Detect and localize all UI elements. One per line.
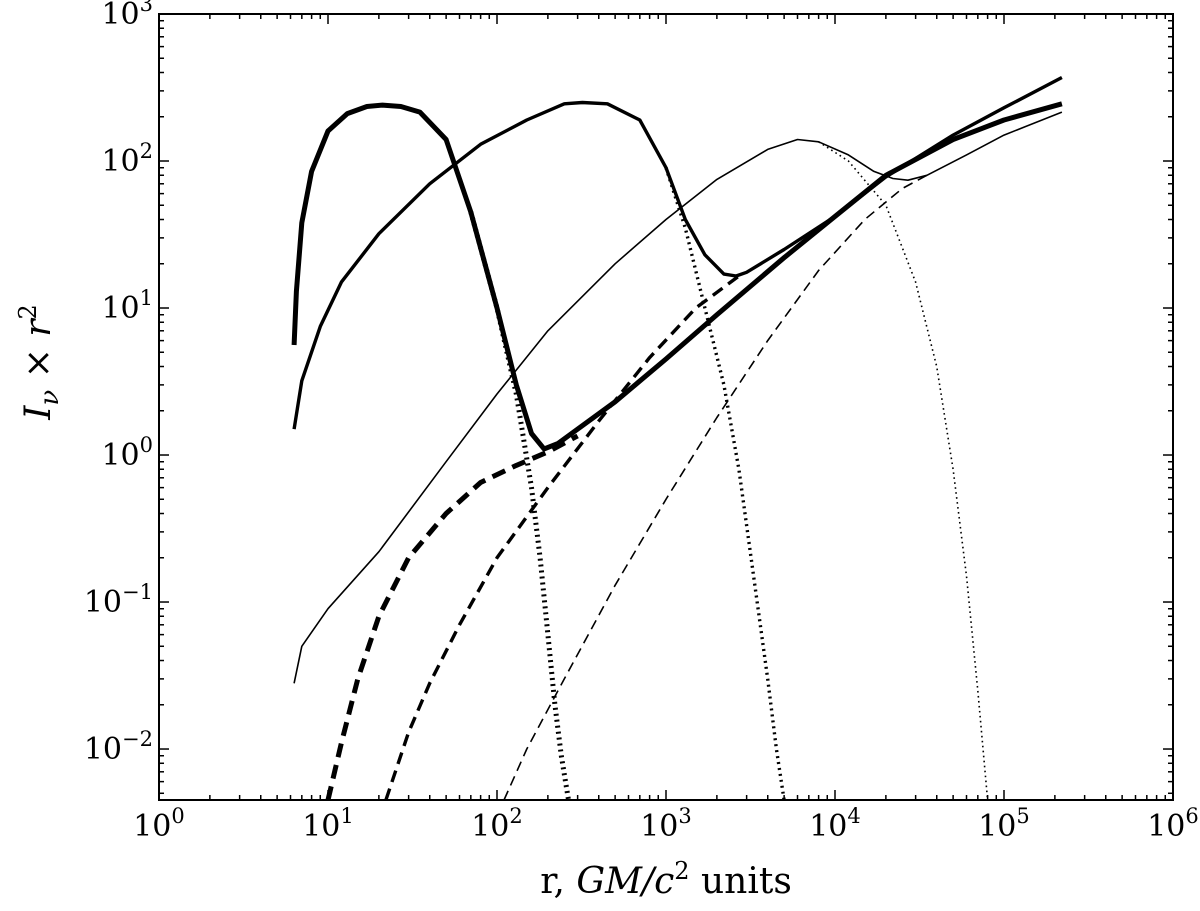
y-axis-label-sup: 2 [14, 304, 42, 319]
x-axis-label-math: GM/c [576, 861, 674, 902]
x-tick-label: 106 [1147, 804, 1199, 844]
y-tick-label: 10−1 [84, 580, 153, 620]
y-axis-label-var: r [18, 318, 59, 337]
x-tick-label: 101 [302, 804, 354, 844]
series-line-6-medium-dashed [384, 274, 740, 801]
series-line-8-thin-dotted [818, 141, 989, 801]
series-layer [291, 75, 1063, 801]
y-tick-label: 101 [101, 286, 153, 326]
y-axis-label: Iν × r2 [14, 304, 65, 421]
x-axis-label-suffix: units [690, 861, 792, 902]
x-tick-label: 100 [133, 804, 185, 844]
x-axis-label-prefix: r, [540, 861, 576, 902]
series-line-3-thick-dashed [325, 433, 579, 801]
x-axis-label-sup: 2 [674, 857, 689, 885]
series-line-2-thick-dotted [468, 211, 571, 801]
x-tick-label: 102 [471, 804, 523, 844]
y-axis-label-times: × [18, 337, 59, 390]
y-tick-label: 102 [101, 139, 153, 179]
y-axis-label-math: I [18, 405, 59, 421]
x-tick-label: 103 [640, 804, 692, 844]
series-line-7-thin-solid [293, 111, 1063, 684]
x-tick-label: 104 [809, 804, 861, 844]
tick-layer: 100 101 102 103 104 105 106 10−2 10−1 100 101 102 10… [84, 0, 1199, 844]
x-tick-label: 105 [978, 804, 1030, 844]
y-tick-label: 103 [101, 0, 153, 32]
y-tick-label: 10−2 [84, 727, 153, 767]
y-tick-label: 100 [101, 433, 153, 473]
series-line-9-thin-dashed [503, 174, 928, 801]
y-axis-label-sub: ν [35, 390, 65, 406]
series-line-5-medium-dotted [664, 167, 786, 801]
x-axis-label: r, GM/c2 units [540, 857, 792, 902]
series-line-4-medium-solid [292, 75, 1063, 430]
series-line-1-thick-solid [291, 101, 1063, 452]
